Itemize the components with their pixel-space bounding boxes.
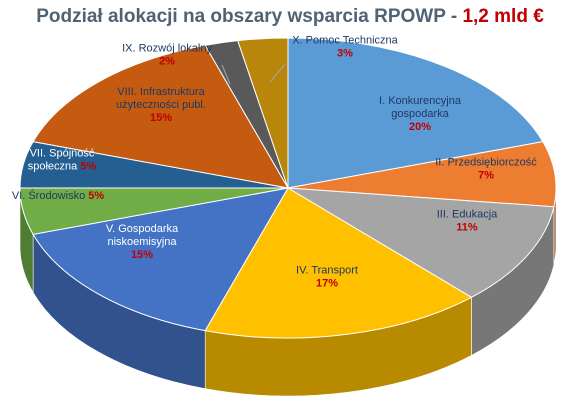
slice-label-8: VIII. Infrastruktura użyteczności publ. 15…	[116, 86, 206, 124]
slice-label-6: VI. Środowisko 5%	[12, 189, 105, 202]
slice-label-1: I. Konkurencyjna gospodarka 20%	[379, 95, 462, 133]
chart-title: Podział alokacji na obszary wsparcia RPO…	[0, 6, 580, 28]
pie-slice-1	[287, 37, 544, 189]
slice-name-line: II. Przedsiębiorczość	[435, 157, 537, 169]
slice-name-line: gospodarka	[391, 108, 449, 120]
slice-percent: 17%	[316, 278, 338, 290]
chart-title-main: Podział alokacji na obszary wsparcia RPO…	[36, 6, 463, 27]
slice-percent: 5%	[85, 190, 104, 202]
slice-name-line: I. Konkurencyjna	[379, 95, 462, 107]
slice-name-line: VIII. Infrastruktura	[117, 86, 205, 98]
slice-labels: I. Konkurencyjna gospodarka 20% II. Przedsi…	[12, 35, 537, 290]
slice-name-line: VII. Spójność	[30, 148, 95, 160]
slice-label-2: II. Przedsiębiorczość 7%	[435, 157, 537, 182]
slice-name-line: IX. Rozwój lokalny	[122, 43, 212, 55]
slice-percent: 11%	[456, 222, 478, 234]
slice-name-line: III. Edukacja	[437, 209, 498, 221]
slice-name-line: społeczna	[28, 161, 78, 173]
pie-slice-8	[32, 44, 289, 189]
slice-label-9: IX. Rozwój lokalny 2%	[122, 43, 212, 68]
slice-percent: 7%	[478, 170, 494, 182]
slice-label-10: X. Pomoc Techniczna 3%	[292, 35, 398, 60]
slice-percent: 20%	[409, 121, 431, 133]
slice-percent: 3%	[337, 48, 353, 60]
pie-slice-3	[287, 187, 555, 298]
chart-title-highlight: 1,2 mld €	[462, 6, 544, 27]
slice-label-7: VII. Spójność społeczna 5%	[28, 148, 97, 173]
pie-side-walls	[19, 187, 557, 397]
pie-slice-5	[32, 187, 289, 332]
slice-percent: 15%	[150, 112, 172, 124]
slice-name-line: V. Gospodarka	[106, 223, 179, 235]
slice-percent: 2%	[159, 56, 175, 68]
leader-line-10	[269, 63, 286, 83]
slice-name-line: VI. Środowisko	[12, 189, 85, 202]
slice-percent: 15%	[131, 249, 153, 261]
slice-name-line: IV. Transport	[296, 265, 358, 277]
slice-label-5: V. Gospodarka niskoemisyjna 15%	[106, 223, 179, 261]
pie-slice-2	[287, 141, 557, 208]
slice-label-4: IV. Transport 17%	[296, 265, 358, 290]
pie-slices	[19, 37, 557, 339]
slice-name-line: X. Pomoc Techniczna	[292, 35, 398, 47]
slice-percent: 5%	[77, 161, 96, 173]
slice-name-line: niskoemisyjna	[107, 236, 177, 248]
slice-name-line: użyteczności publ.	[116, 99, 206, 111]
slice-label-3: III. Edukacja 11%	[437, 209, 498, 234]
pie-slice-4	[204, 187, 473, 339]
leader-line-9	[221, 64, 231, 85]
